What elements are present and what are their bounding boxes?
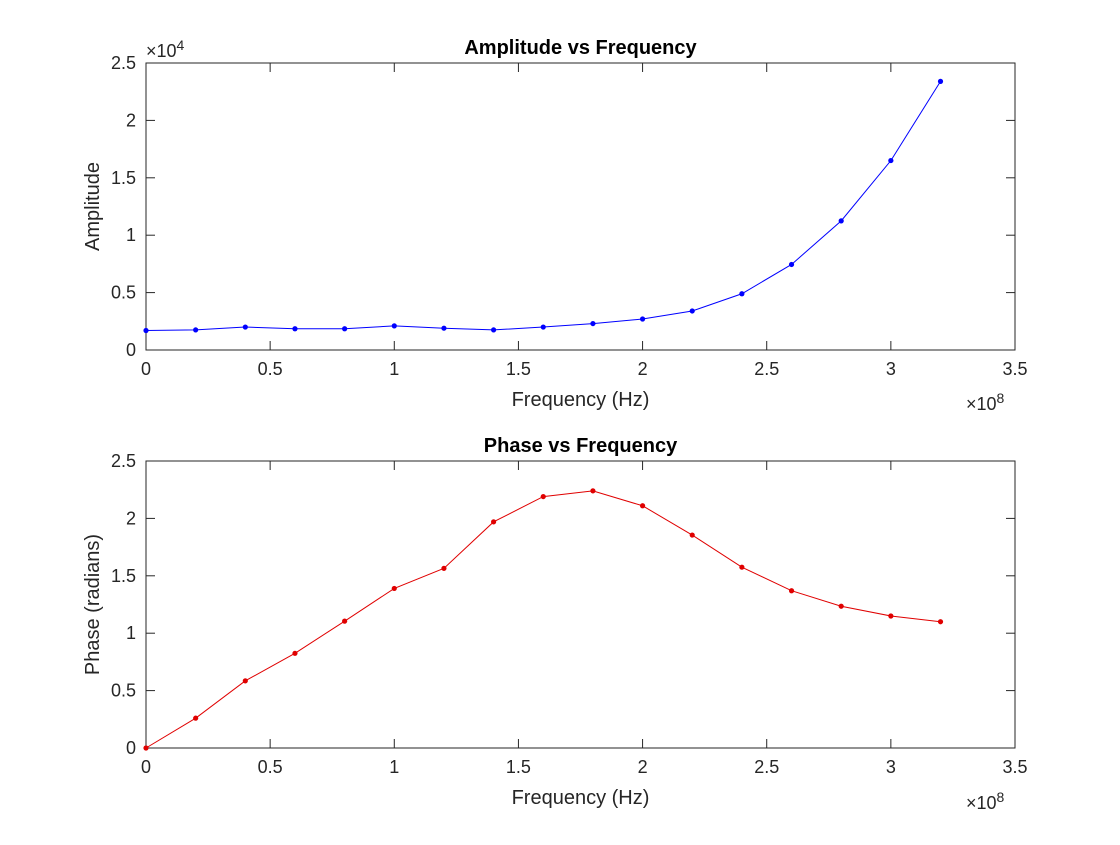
amplitude-y-exponent: ×104 (146, 37, 185, 61)
phase-data-point (342, 618, 348, 624)
phase-y-tick-label: 2.5 (111, 451, 136, 471)
phase-data-point (838, 603, 844, 609)
amplitude-y-exponent-base: ×10 (146, 41, 177, 61)
phase-y-tick-label: 1.5 (111, 566, 136, 586)
amplitude-data-point (391, 323, 397, 329)
amplitude-x-exponent: ×108 (966, 390, 1005, 414)
amplitude-y-tick-label: 0 (126, 340, 136, 360)
amplitude-y-exponent-power: 4 (177, 37, 185, 53)
amplitude-data-point (441, 325, 447, 331)
phase-y-tick-label: 1 (126, 623, 136, 643)
amplitude-chart-title: Amplitude vs Frequency (464, 37, 697, 59)
amplitude-x-axis-label: Frequency (Hz) (512, 389, 650, 411)
phase-x-tick-label: 1.5 (506, 757, 531, 777)
phase-data-point (739, 564, 745, 570)
amplitude-data-point (292, 326, 298, 332)
amplitude-y-tick-label: 2 (126, 110, 136, 130)
phase-data-point (590, 488, 596, 494)
amplitude-data-point (590, 320, 596, 327)
amplitude-ticks: 0 0.5 1 1.5 2 2.5 3 3.5 0 0.5 1 1.5 2 2.5 (111, 53, 1028, 379)
phase-subplot: Phase vs Frequency Frequency (Hz) Phase … (82, 435, 1028, 813)
amplitude-x-exponent-base: ×10 (966, 394, 997, 414)
phase-data-point (540, 493, 546, 500)
amplitude-x-tick-label: 1.5 (506, 359, 531, 379)
amplitude-data-point (888, 157, 894, 164)
amplitude-data-point (689, 308, 695, 314)
phase-ticks: 0 0.5 1 1.5 2 2.5 3 3.5 0 0.5 1 1.5 2 2.5 (111, 451, 1028, 777)
amplitude-y-axis-label: Amplitude (82, 162, 104, 251)
phase-data-point (441, 565, 447, 571)
amplitude-data-point (242, 324, 248, 330)
amplitude-x-tick-label: 1 (389, 359, 399, 379)
amplitude-y-tick-label: 2.5 (111, 53, 136, 73)
amplitude-data-point (342, 326, 348, 332)
amplitude-data-point (491, 327, 497, 333)
phase-chart-title: Phase vs Frequency (484, 435, 678, 457)
amplitude-y-tick-label: 1.5 (111, 168, 136, 188)
phase-data-point (689, 532, 695, 538)
amplitude-x-tick-label: 2.5 (754, 359, 779, 379)
phase-x-axis-label: Frequency (Hz) (512, 787, 650, 809)
amplitude-data-point (838, 218, 844, 224)
phase-x-tick-label: 1 (389, 757, 399, 777)
amplitude-data-point (788, 261, 795, 268)
phase-x-tick-label: 2.5 (754, 757, 779, 777)
amplitude-data-point (540, 324, 546, 330)
phase-data-point (143, 745, 149, 751)
amplitude-series-group (143, 78, 944, 334)
phase-x-exponent-power: 8 (997, 789, 1005, 805)
amplitude-x-exponent-power: 8 (997, 390, 1005, 406)
amplitude-y-tick-label: 0.5 (111, 283, 136, 303)
phase-data-point (491, 519, 497, 525)
amplitude-data-point (639, 316, 646, 322)
phase-series-group (143, 488, 944, 751)
amplitude-y-tick-label: 1 (126, 225, 136, 245)
phase-x-tick-label: 0 (141, 757, 151, 777)
phase-y-axis-label: Phase (radians) (82, 534, 104, 675)
amplitude-data-point (193, 327, 199, 333)
amplitude-x-tick-label: 3.5 (1002, 359, 1027, 379)
phase-data-point (242, 678, 248, 684)
amplitude-x-tick-label: 0 (141, 359, 151, 379)
phase-data-point (391, 585, 397, 592)
phase-data-point (888, 613, 894, 619)
phase-x-exponent: ×108 (966, 789, 1005, 813)
amplitude-data-point (143, 327, 149, 334)
amplitude-x-tick-label: 3 (886, 359, 896, 379)
phase-axes-box (145, 460, 1016, 749)
phase-y-tick-label: 0 (126, 738, 136, 758)
phase-x-tick-label: 3 (886, 757, 896, 777)
phase-data-point (193, 715, 199, 721)
phase-data-point (292, 650, 298, 656)
amplitude-x-tick-label: 2 (638, 359, 648, 379)
amplitude-axes-box (145, 62, 1016, 351)
amplitude-data-point (937, 78, 944, 84)
amplitude-data-point (739, 291, 745, 297)
phase-x-tick-label: 0.5 (258, 757, 283, 777)
phase-x-tick-label: 2 (638, 757, 648, 777)
phase-x-tick-label: 3.5 (1002, 757, 1027, 777)
amplitude-subplot: Amplitude vs Frequency Frequency (Hz) Am… (82, 37, 1028, 414)
phase-data-point (639, 503, 646, 509)
phase-data-point (788, 588, 795, 594)
phase-data-point (937, 619, 944, 625)
phase-y-tick-label: 0.5 (111, 681, 136, 701)
phase-y-tick-label: 2 (126, 508, 136, 528)
phase-x-exponent-base: ×10 (966, 793, 997, 813)
amplitude-x-tick-label: 0.5 (258, 359, 283, 379)
